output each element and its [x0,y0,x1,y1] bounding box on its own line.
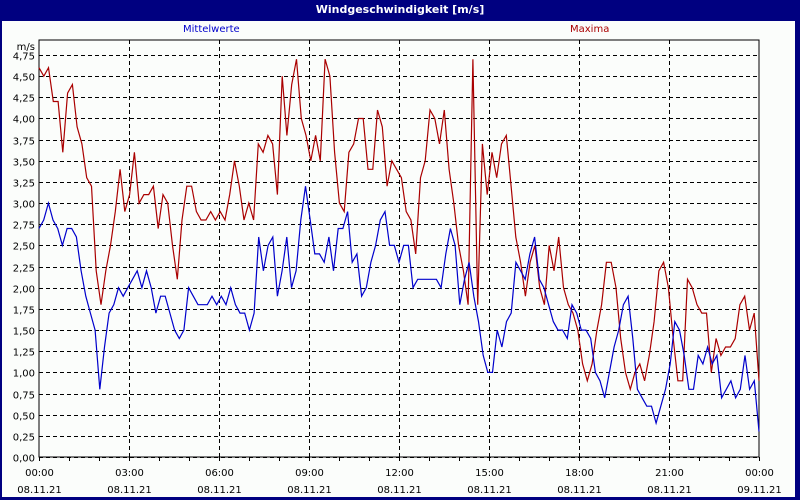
x-tick-date: 08.11.21 [287,485,332,496]
y-tick-label: 4,25 [13,94,35,105]
x-tick-time: 03:00 [115,468,144,479]
y-tick-label: 4,00 [13,115,35,126]
y-tick-label: 0,50 [13,412,35,423]
y-tick-label: 3,75 [13,137,35,148]
legend-max: Maxima [570,24,610,35]
y-tick-label: 2,50 [13,242,35,253]
y-tick-label: 4,75 [13,52,35,63]
x-tick-time: 06:00 [205,468,234,479]
x-tick-date: 09.11.21 [737,485,782,496]
y-tick-label: 3,50 [13,158,35,169]
y-tick-label: 2,25 [13,264,35,275]
series-maxima [38,59,760,392]
x-tick-time: 00:00 [745,468,774,479]
x-tick-date: 08.11.21 [467,485,512,496]
x-tick-date: 08.11.21 [647,485,692,496]
x-tick-date: 08.11.21 [17,485,62,496]
y-tick-label: 2,75 [13,221,35,232]
x-tick-time: 18:00 [565,468,594,479]
x-tick-time: 21:00 [655,468,684,479]
x-tick-time: 12:00 [385,468,414,479]
x-tick-date: 08.11.21 [377,485,422,496]
y-tick-label: 3,00 [13,200,35,211]
legend-mean: Mittelwerte [183,24,240,35]
y-tick-label: 4,50 [13,73,35,84]
y-tick-label: 1,75 [13,306,35,317]
y-tick-label: 1,50 [13,327,35,338]
chart-title: Windgeschwindigkeit [m/s] [0,0,800,21]
y-tick-label: 1,00 [13,369,35,380]
x-tick-date: 08.11.21 [197,485,242,496]
y-tick-label: 0,25 [13,433,35,444]
y-tick-label: 3,25 [13,179,35,190]
x-tick-time: 15:00 [475,468,504,479]
y-tick-label: 0,75 [13,391,35,402]
y-tick-label: 2,00 [13,285,35,296]
y-tick-label: 0,00 [13,454,35,465]
x-tick-time: 00:00 [25,468,54,479]
x-tick-date: 08.11.21 [107,485,152,496]
x-tick-date: 08.11.21 [557,485,602,496]
y-tick-label: 1,25 [13,348,35,359]
x-tick-time: 09:00 [295,468,324,479]
y-axis-unit: m/s [17,42,35,53]
series-mittelwerte [38,186,760,432]
